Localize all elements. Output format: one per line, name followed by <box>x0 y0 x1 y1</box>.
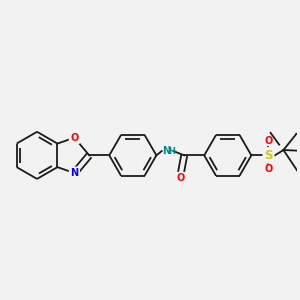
Text: O: O <box>264 136 273 146</box>
Text: S: S <box>264 149 273 162</box>
Text: O: O <box>177 173 185 183</box>
Text: O: O <box>70 133 79 143</box>
Text: N: N <box>70 168 79 178</box>
Text: N: N <box>162 146 170 156</box>
Text: O: O <box>264 164 273 174</box>
Text: H: H <box>168 147 175 156</box>
